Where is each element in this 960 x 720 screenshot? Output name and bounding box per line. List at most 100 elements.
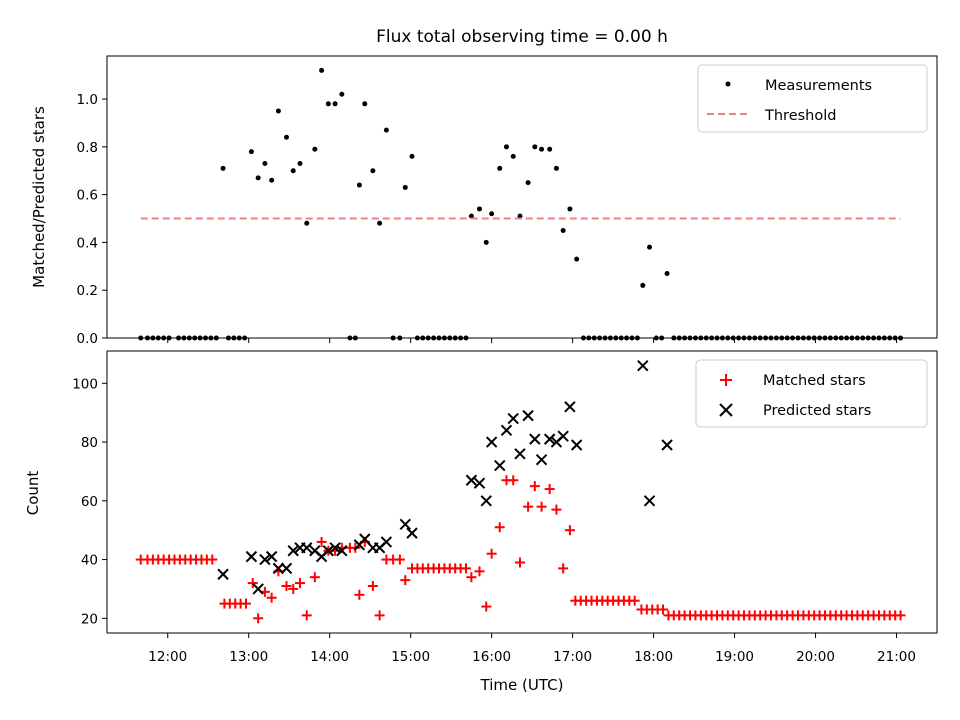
bottom-predicted-stars-point	[359, 533, 371, 545]
bottom-axes-frame	[106, 350, 938, 634]
legend-measurements-label: Measurements	[765, 78, 872, 94]
bottom-predicted-stars-point	[637, 359, 649, 372]
x-stroke-b	[245, 550, 258, 563]
x-stroke-b	[217, 568, 229, 580]
bottom-legend-box	[695, 359, 928, 428]
top-measurements-point	[383, 127, 389, 133]
bottom-matched-stars-point	[558, 563, 569, 574]
bottom-y-tick-label: 20	[81, 611, 98, 627]
bottom-predicted-stars-point	[245, 550, 258, 563]
top-y-tick-label: 0.0	[77, 331, 98, 347]
legend-predicted-label: Predicted stars	[763, 403, 871, 419]
bottom-predicted-stars-point	[570, 439, 583, 451]
bottom-matched-stars-point	[241, 598, 252, 609]
bottom-x-tick-label: 12:00	[148, 649, 187, 665]
top-panel: Flux total observing time = 0.00 h Match…	[30, 27, 938, 347]
chart-title: Flux total observing time = 0.00 h	[376, 27, 668, 47]
legend-measurements-marker	[725, 81, 731, 87]
x-stroke-b	[259, 553, 271, 566]
bottom-predicted-stars-point	[465, 474, 478, 486]
bottom-matched-stars-point	[281, 581, 292, 591]
top-measurements-point	[312, 146, 318, 152]
x-stroke-b	[514, 448, 526, 460]
top-measurements-point	[640, 282, 646, 288]
top-measurements-point	[297, 161, 303, 167]
top-measurements-point	[304, 220, 310, 226]
bottom-predicted-stars-point	[500, 424, 513, 437]
x-stroke-b	[480, 495, 492, 507]
bottom-predicted-stars-point	[557, 430, 569, 442]
bottom-matched-stars-point	[658, 604, 669, 615]
x-stroke-b	[329, 542, 341, 554]
bottom-predicted-stars-point	[480, 495, 492, 507]
bottom-matched-stars-point	[207, 554, 218, 565]
bottom-predicted-stars-point	[329, 542, 341, 554]
bottom-x-tick-label: 20:00	[796, 649, 835, 665]
top-measurements-point	[647, 244, 653, 250]
bottom-matched-stars-point	[367, 581, 378, 591]
top-measurements-point	[255, 175, 261, 181]
bottom-y-tick-label: 60	[81, 494, 98, 510]
top-measurements-point	[319, 67, 325, 73]
top-measurements-point	[553, 165, 559, 171]
bottom-predicted-stars-point	[543, 433, 556, 445]
top-axes-frame	[106, 55, 938, 339]
top-measurements-point	[664, 270, 670, 276]
top-measurements-point	[339, 91, 345, 97]
bottom-predicted-stars-point	[643, 495, 656, 507]
bottom-matched-stars-point	[374, 610, 385, 621]
bottom-matched-stars-point	[474, 566, 485, 577]
bottom-matched-stars-point	[529, 481, 540, 492]
bottom-x-tick-label: 21:00	[877, 649, 916, 665]
bottom-panel: Count Time (UTC) 20 40 60 80 100 12:00 13:00 14…	[24, 350, 938, 694]
x-stroke-b	[485, 436, 498, 448]
top-y-tick-label: 0.8	[77, 140, 98, 156]
x-stroke-b	[661, 439, 673, 451]
bottom-predicted-stars-point	[485, 436, 498, 448]
bottom-matched-stars-point	[629, 595, 640, 606]
top-measurements-point	[503, 144, 509, 150]
bottom-matched-stars-point	[460, 563, 471, 574]
bottom-x-tick-label: 19:00	[715, 649, 754, 665]
legend-matched-marker	[720, 374, 732, 386]
top-legend: Measurements Threshold	[697, 64, 928, 133]
x-stroke-b	[564, 401, 576, 413]
bottom-predicted-stars-point	[287, 545, 299, 557]
x-stroke-b	[280, 562, 293, 575]
bottom-matched-stars-point	[494, 522, 505, 533]
top-measurements-point	[489, 211, 495, 217]
bottom-predicted-stars-point	[272, 562, 285, 575]
bottom-matched-stars-point	[481, 601, 492, 612]
legend-predicted-marker	[719, 403, 733, 417]
bottom-matched-stars-point	[309, 572, 320, 583]
bottom-legend: Matched stars Predicted stars	[695, 359, 928, 428]
top-measurements-point	[325, 101, 331, 107]
top-measurements-point	[409, 153, 415, 159]
bottom-predicted-stars-point	[380, 536, 393, 548]
x-stroke-b	[406, 527, 418, 539]
bottom-matched-stars-point	[253, 613, 264, 624]
x-stroke-b	[543, 433, 556, 445]
bottom-predicted-stars-point	[529, 433, 541, 445]
bottom-plot-area: 20 40 60 80 100 12:00 13:00 14:00 15:00 16:00 17:0…	[72, 359, 916, 665]
x-stroke-b	[557, 430, 569, 442]
bottom-matched-stars-point	[394, 554, 405, 565]
bottom-matched-stars-point	[400, 575, 411, 586]
legend-threshold-label: Threshold	[764, 108, 836, 124]
x-stroke-b	[637, 359, 649, 372]
top-measurements-point	[332, 101, 338, 107]
top-measurements-point	[220, 165, 226, 171]
top-measurements-point	[510, 153, 516, 159]
top-measurements-point	[370, 168, 376, 174]
x-stroke-b	[399, 518, 411, 531]
bottom-matched-stars-point	[266, 592, 277, 603]
x-stroke-b	[570, 439, 583, 451]
x-axis-label: Time (UTC)	[480, 676, 564, 694]
bottom-predicted-stars-point	[514, 448, 526, 460]
bottom-matched-stars-point	[486, 548, 497, 559]
x-stroke-b	[500, 424, 513, 437]
bottom-matched-stars-point	[551, 504, 562, 515]
top-measurements-point	[356, 182, 362, 188]
bottom-predicted-stars-point	[473, 477, 486, 489]
x-stroke-b	[272, 562, 285, 575]
